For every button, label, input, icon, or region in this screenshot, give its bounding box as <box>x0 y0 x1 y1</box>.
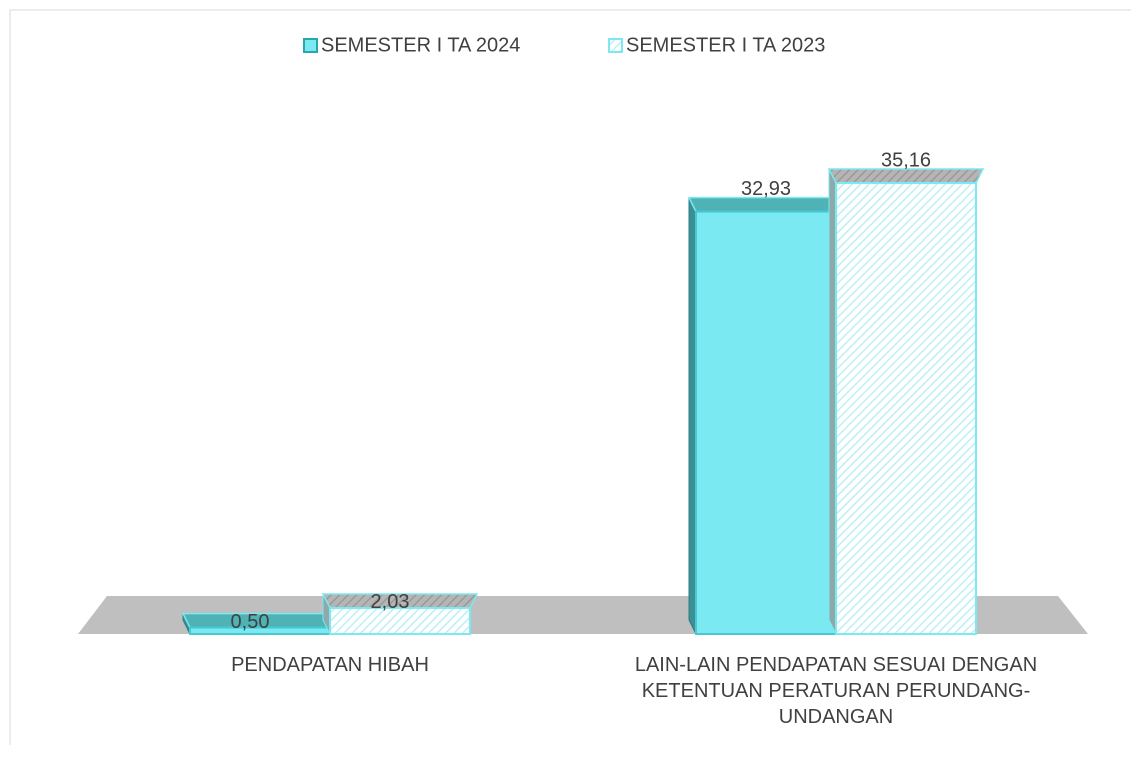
bar-side <box>828 168 837 635</box>
bar <box>835 182 977 635</box>
bar <box>695 210 837 636</box>
x-tick-label: LAIN-LAIN PENDAPATAN SESUAI DENGAN KETEN… <box>634 654 1038 728</box>
legend-label: SEMESTER I TA 2024 <box>321 34 520 56</box>
data-label: 35,16 <box>881 149 931 171</box>
frame <box>9 9 1131 745</box>
legend-swatch <box>303 38 318 53</box>
data-label: 0,50 <box>231 611 270 633</box>
x-tick-label: PENDAPATAN HIBAH <box>231 654 429 676</box>
data-label: 2,03 <box>371 591 410 613</box>
data-label: 32,93 <box>741 178 791 200</box>
legend-swatch <box>608 38 623 53</box>
bar <box>329 606 471 636</box>
legend-label: SEMESTER I TA 2023 <box>626 34 825 56</box>
bar-side <box>688 197 697 635</box>
